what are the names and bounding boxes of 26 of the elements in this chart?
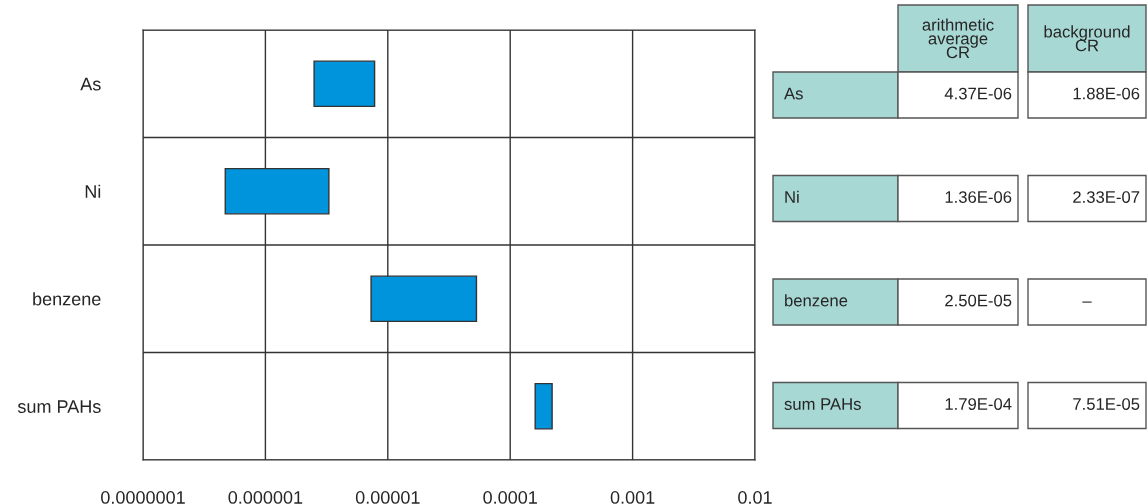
y-tick-label: sum PAHs	[17, 400, 101, 413]
text: –	[1082, 301, 1092, 303]
x-tick-label: 0.01	[738, 491, 772, 504]
x-tick-label: 0.001	[610, 491, 655, 504]
bar	[313, 60, 376, 108]
x-tick-label: 0.0000001	[101, 491, 185, 504]
bar	[534, 382, 553, 430]
x-tick-label: 0.000001	[228, 491, 303, 504]
text: 4.37E-06	[944, 87, 1012, 100]
y-tick-label: Ni	[85, 184, 101, 198]
category-label: benzene	[785, 294, 848, 307]
text: 7.51E-05	[1073, 398, 1140, 410]
category-label: sum PAHs	[784, 398, 861, 410]
category-label: arithmetic average CR	[922, 18, 994, 59]
x-tick-label: 0.00001	[355, 491, 420, 504]
text: 1.79E-04	[945, 398, 1012, 410]
x-tick-label: 0.0001	[483, 491, 537, 504]
text: 1.88E-06	[1073, 87, 1140, 100]
category-label: As	[784, 87, 803, 100]
text: 2.50E-05	[945, 294, 1012, 307]
text: 1.36E-06	[945, 191, 1012, 203]
category-label: background CR	[1044, 25, 1130, 52]
y-tick-label: benzene	[33, 292, 101, 306]
category-label: Ni	[785, 190, 799, 203]
text: 2.33E-07	[1073, 191, 1140, 203]
y-tick-label: As	[80, 77, 101, 91]
